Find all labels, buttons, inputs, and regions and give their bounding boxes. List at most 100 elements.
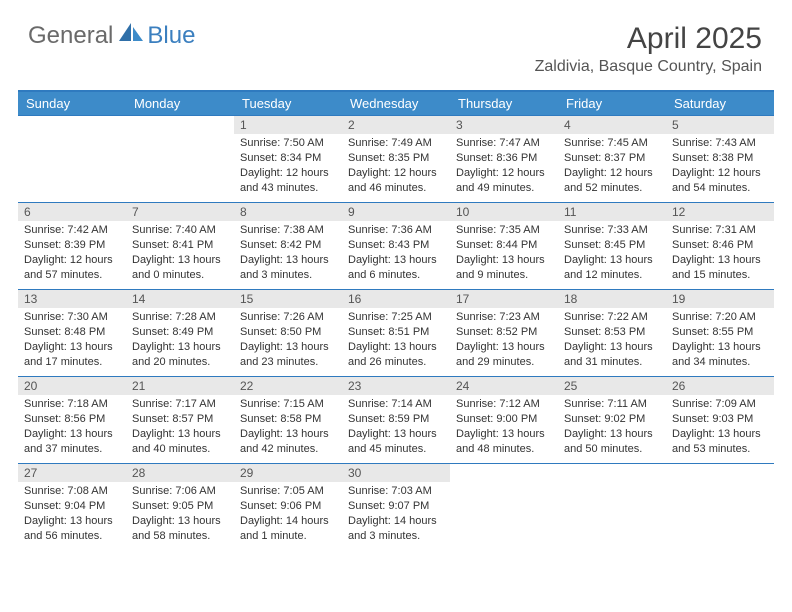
day-body: Sunrise: 7:05 AMSunset: 9:06 PMDaylight:… — [234, 482, 342, 547]
sunset-text: Sunset: 9:07 PM — [348, 499, 444, 514]
sunrise-text: Sunrise: 7:50 AM — [240, 136, 336, 151]
day-body: Sunrise: 7:35 AMSunset: 8:44 PMDaylight:… — [450, 221, 558, 286]
daylight-text: Daylight: 12 hours and 57 minutes. — [24, 253, 120, 283]
day-cell: 16Sunrise: 7:25 AMSunset: 8:51 PMDayligh… — [342, 290, 450, 376]
weekday-header: Tuesday — [234, 92, 342, 115]
day-number: 7 — [126, 203, 234, 221]
week-row: 6Sunrise: 7:42 AMSunset: 8:39 PMDaylight… — [18, 202, 774, 289]
day-body: Sunrise: 7:08 AMSunset: 9:04 PMDaylight:… — [18, 482, 126, 547]
day-number: 11 — [558, 203, 666, 221]
sunset-text: Sunset: 8:58 PM — [240, 412, 336, 427]
day-body: Sunrise: 7:28 AMSunset: 8:49 PMDaylight:… — [126, 308, 234, 373]
sunrise-text: Sunrise: 7:18 AM — [24, 397, 120, 412]
day-cell: 2Sunrise: 7:49 AMSunset: 8:35 PMDaylight… — [342, 116, 450, 202]
day-cell: 3Sunrise: 7:47 AMSunset: 8:36 PMDaylight… — [450, 116, 558, 202]
week-row: 1Sunrise: 7:50 AMSunset: 8:34 PMDaylight… — [18, 115, 774, 202]
sunset-text: Sunset: 8:49 PM — [132, 325, 228, 340]
daylight-text: Daylight: 13 hours and 56 minutes. — [24, 514, 120, 544]
day-cell: 12Sunrise: 7:31 AMSunset: 8:46 PMDayligh… — [666, 203, 774, 289]
daylight-text: Daylight: 14 hours and 1 minute. — [240, 514, 336, 544]
sunset-text: Sunset: 8:37 PM — [564, 151, 660, 166]
day-body: Sunrise: 7:26 AMSunset: 8:50 PMDaylight:… — [234, 308, 342, 373]
sunrise-text: Sunrise: 7:23 AM — [456, 310, 552, 325]
day-number: 17 — [450, 290, 558, 308]
weekday-header: Sunday — [18, 92, 126, 115]
day-body: Sunrise: 7:25 AMSunset: 8:51 PMDaylight:… — [342, 308, 450, 373]
day-number: 20 — [18, 377, 126, 395]
sunrise-text: Sunrise: 7:06 AM — [132, 484, 228, 499]
sunset-text: Sunset: 8:44 PM — [456, 238, 552, 253]
day-body: Sunrise: 7:36 AMSunset: 8:43 PMDaylight:… — [342, 221, 450, 286]
day-cell: 22Sunrise: 7:15 AMSunset: 8:58 PMDayligh… — [234, 377, 342, 463]
day-number: 23 — [342, 377, 450, 395]
day-number: 24 — [450, 377, 558, 395]
day-body: Sunrise: 7:40 AMSunset: 8:41 PMDaylight:… — [126, 221, 234, 286]
day-body: Sunrise: 7:42 AMSunset: 8:39 PMDaylight:… — [18, 221, 126, 286]
day-body: Sunrise: 7:22 AMSunset: 8:53 PMDaylight:… — [558, 308, 666, 373]
day-cell: 26Sunrise: 7:09 AMSunset: 9:03 PMDayligh… — [666, 377, 774, 463]
daylight-text: Daylight: 13 hours and 3 minutes. — [240, 253, 336, 283]
day-number: 26 — [666, 377, 774, 395]
week-row: 20Sunrise: 7:18 AMSunset: 8:56 PMDayligh… — [18, 376, 774, 463]
sunrise-text: Sunrise: 7:20 AM — [672, 310, 768, 325]
daylight-text: Daylight: 13 hours and 42 minutes. — [240, 427, 336, 457]
day-body: Sunrise: 7:06 AMSunset: 9:05 PMDaylight:… — [126, 482, 234, 547]
sunrise-text: Sunrise: 7:26 AM — [240, 310, 336, 325]
weeks-container: 1Sunrise: 7:50 AMSunset: 8:34 PMDaylight… — [18, 115, 774, 550]
sunrise-text: Sunrise: 7:45 AM — [564, 136, 660, 151]
day-number: 6 — [18, 203, 126, 221]
day-number: 27 — [18, 464, 126, 482]
sunrise-text: Sunrise: 7:49 AM — [348, 136, 444, 151]
sunset-text: Sunset: 8:55 PM — [672, 325, 768, 340]
day-body: Sunrise: 7:12 AMSunset: 9:00 PMDaylight:… — [450, 395, 558, 460]
daylight-text: Daylight: 13 hours and 50 minutes. — [564, 427, 660, 457]
daylight-text: Daylight: 13 hours and 15 minutes. — [672, 253, 768, 283]
daylight-text: Daylight: 12 hours and 54 minutes. — [672, 166, 768, 196]
sunrise-text: Sunrise: 7:25 AM — [348, 310, 444, 325]
sunrise-text: Sunrise: 7:08 AM — [24, 484, 120, 499]
day-cell: 5Sunrise: 7:43 AMSunset: 8:38 PMDaylight… — [666, 116, 774, 202]
day-cell: 21Sunrise: 7:17 AMSunset: 8:57 PMDayligh… — [126, 377, 234, 463]
weekday-header: Monday — [126, 92, 234, 115]
sunrise-text: Sunrise: 7:12 AM — [456, 397, 552, 412]
daylight-text: Daylight: 13 hours and 26 minutes. — [348, 340, 444, 370]
day-number: 19 — [666, 290, 774, 308]
sunset-text: Sunset: 8:52 PM — [456, 325, 552, 340]
day-cell: 13Sunrise: 7:30 AMSunset: 8:48 PMDayligh… — [18, 290, 126, 376]
sunset-text: Sunset: 8:39 PM — [24, 238, 120, 253]
day-body: Sunrise: 7:20 AMSunset: 8:55 PMDaylight:… — [666, 308, 774, 373]
weekday-header: Friday — [558, 92, 666, 115]
sunset-text: Sunset: 8:57 PM — [132, 412, 228, 427]
daylight-text: Daylight: 13 hours and 9 minutes. — [456, 253, 552, 283]
day-cell: 28Sunrise: 7:06 AMSunset: 9:05 PMDayligh… — [126, 464, 234, 550]
day-number: 14 — [126, 290, 234, 308]
sunset-text: Sunset: 8:50 PM — [240, 325, 336, 340]
day-cell — [558, 464, 666, 550]
day-body: Sunrise: 7:47 AMSunset: 8:36 PMDaylight:… — [450, 134, 558, 199]
day-number: 30 — [342, 464, 450, 482]
day-cell: 24Sunrise: 7:12 AMSunset: 9:00 PMDayligh… — [450, 377, 558, 463]
sunset-text: Sunset: 8:45 PM — [564, 238, 660, 253]
sunset-text: Sunset: 9:06 PM — [240, 499, 336, 514]
sunrise-text: Sunrise: 7:30 AM — [24, 310, 120, 325]
sunset-text: Sunset: 8:42 PM — [240, 238, 336, 253]
day-cell: 7Sunrise: 7:40 AMSunset: 8:41 PMDaylight… — [126, 203, 234, 289]
daylight-text: Daylight: 12 hours and 49 minutes. — [456, 166, 552, 196]
sunrise-text: Sunrise: 7:11 AM — [564, 397, 660, 412]
sunset-text: Sunset: 8:38 PM — [672, 151, 768, 166]
logo-text-general: General — [28, 22, 113, 50]
day-cell: 18Sunrise: 7:22 AMSunset: 8:53 PMDayligh… — [558, 290, 666, 376]
sunset-text: Sunset: 8:43 PM — [348, 238, 444, 253]
day-body: Sunrise: 7:03 AMSunset: 9:07 PMDaylight:… — [342, 482, 450, 547]
day-body: Sunrise: 7:17 AMSunset: 8:57 PMDaylight:… — [126, 395, 234, 460]
day-body: Sunrise: 7:50 AMSunset: 8:34 PMDaylight:… — [234, 134, 342, 199]
daylight-text: Daylight: 13 hours and 29 minutes. — [456, 340, 552, 370]
day-body: Sunrise: 7:43 AMSunset: 8:38 PMDaylight:… — [666, 134, 774, 199]
day-body: Sunrise: 7:09 AMSunset: 9:03 PMDaylight:… — [666, 395, 774, 460]
day-number: 1 — [234, 116, 342, 134]
day-body: Sunrise: 7:15 AMSunset: 8:58 PMDaylight:… — [234, 395, 342, 460]
daylight-text: Daylight: 13 hours and 6 minutes. — [348, 253, 444, 283]
sunset-text: Sunset: 8:53 PM — [564, 325, 660, 340]
day-number: 13 — [18, 290, 126, 308]
day-cell: 29Sunrise: 7:05 AMSunset: 9:06 PMDayligh… — [234, 464, 342, 550]
